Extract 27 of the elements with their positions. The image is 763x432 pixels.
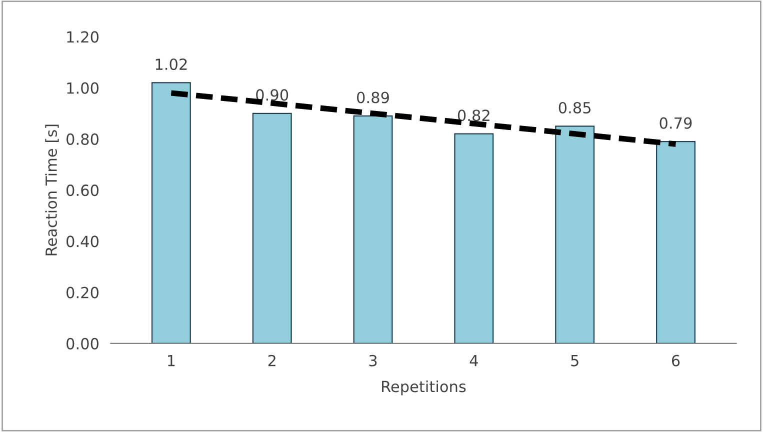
x-tick-label: 4 [470,355,478,366]
data-label: 0.85 [558,102,591,114]
y-tick-label: 0.80 [66,133,99,145]
data-label: 0.82 [458,110,490,122]
y-tick-label: 0.20 [66,286,99,298]
x-tick-label: 3 [369,354,377,366]
x-tick-label: 6 [672,354,680,366]
bar [151,82,191,344]
y-tick-label: 1.00 [67,82,99,94]
x-axis-title: Repetitions [382,380,466,396]
y-tick-label: 0.40 [66,236,99,248]
y-axis-title: Reaction Time [s] [45,124,59,256]
y-tick-label: 0.60 [66,184,99,196]
y-tick-label: 1.20 [67,31,99,43]
data-label: 1.02 [156,58,187,70]
x-tick-label: 1 [168,355,175,366]
bar [656,140,696,344]
x-tick-label: 2 [268,354,276,366]
bar [252,112,292,344]
data-label: 0.89 [357,92,389,104]
bar [555,126,595,344]
data-label: 0.79 [660,117,692,129]
bar [353,115,393,344]
y-tick-label: 0.00 [66,338,99,350]
x-tick-label: 5 [571,355,578,366]
data-label: 0.90 [256,89,288,101]
bar [454,133,494,344]
